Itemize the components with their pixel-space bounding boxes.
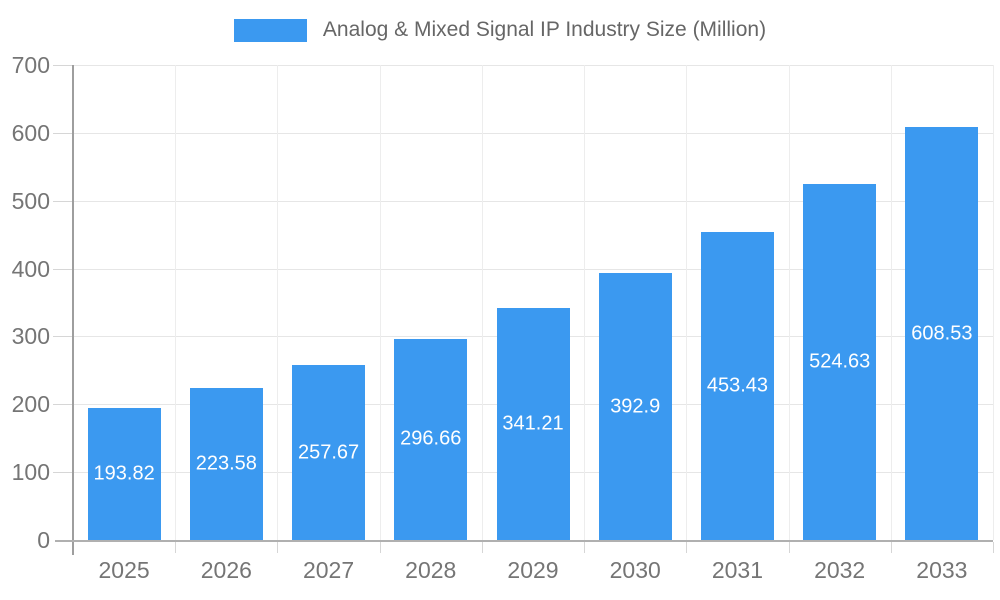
bar[interactable]: 223.58 bbox=[189, 388, 263, 540]
y-axis-label: 100 bbox=[11, 459, 50, 486]
y-axis-label: 300 bbox=[11, 323, 50, 350]
x-gridline bbox=[788, 65, 790, 540]
x-axis-label: 2027 bbox=[302, 557, 355, 583]
y-tick bbox=[53, 65, 73, 66]
x-tick bbox=[686, 542, 688, 553]
bar[interactable]: 257.67 bbox=[292, 365, 366, 540]
y-tick bbox=[53, 200, 73, 202]
y-axis-line bbox=[72, 65, 74, 555]
y-gridline bbox=[73, 200, 993, 202]
legend: Analog & Mixed Signal IP Industry Size (… bbox=[0, 18, 1000, 42]
x-tick bbox=[993, 542, 994, 553]
y-gridline bbox=[73, 132, 993, 134]
x-axis-label: 2033 bbox=[916, 557, 968, 583]
x-gridline bbox=[481, 65, 483, 540]
bar[interactable]: 524.63 bbox=[803, 184, 877, 540]
bar-value-label: 341.21 bbox=[502, 412, 564, 435]
legend-label: Analog & Mixed Signal IP Industry Size (… bbox=[322, 18, 767, 41]
y-axis-label: 400 bbox=[11, 255, 50, 282]
x-axis-label: 2026 bbox=[200, 557, 252, 583]
x-gridline bbox=[890, 65, 892, 540]
x-tick bbox=[584, 542, 586, 553]
x-axis-label: 2025 bbox=[98, 557, 150, 583]
y-axis-label: 700 bbox=[11, 52, 50, 78]
x-gridline bbox=[277, 65, 279, 540]
bar-value-label: 257.67 bbox=[297, 441, 360, 464]
bar-value-label: 453.43 bbox=[706, 374, 769, 397]
x-tick bbox=[788, 542, 790, 553]
x-gridline bbox=[175, 65, 177, 540]
bar[interactable]: 193.82 bbox=[87, 408, 161, 540]
x-axis-label: 2030 bbox=[609, 557, 661, 583]
bar[interactable]: 608.53 bbox=[905, 127, 979, 540]
y-gridline bbox=[73, 65, 993, 66]
y-axis-label: 0 bbox=[37, 527, 50, 553]
x-axis-label: 2032 bbox=[814, 557, 866, 583]
bar-value-label: 524.63 bbox=[809, 350, 871, 373]
x-tick bbox=[277, 542, 279, 553]
bar-value-label: 193.82 bbox=[93, 462, 155, 485]
y-axis-label: 200 bbox=[11, 391, 50, 418]
x-gridline bbox=[993, 65, 994, 540]
y-tick bbox=[53, 132, 73, 134]
bar[interactable]: 341.21 bbox=[496, 308, 570, 540]
x-axis-line bbox=[55, 540, 993, 542]
y-gridline bbox=[73, 268, 993, 270]
x-gridline bbox=[584, 65, 586, 540]
x-axis-label: 2028 bbox=[405, 557, 457, 583]
bar-value-label: 296.66 bbox=[400, 427, 462, 450]
x-gridline bbox=[379, 65, 381, 540]
x-tick bbox=[175, 542, 177, 553]
x-axis-label: 2029 bbox=[507, 557, 559, 583]
bar[interactable]: 453.43 bbox=[700, 232, 774, 540]
y-tick bbox=[53, 268, 73, 270]
x-tick bbox=[379, 542, 381, 553]
x-axis-label: 2031 bbox=[711, 557, 764, 583]
y-axis-label: 500 bbox=[11, 187, 50, 214]
y-axis-label: 600 bbox=[11, 119, 50, 146]
bar[interactable]: 296.66 bbox=[394, 338, 468, 540]
y-tick bbox=[53, 336, 73, 338]
bar[interactable]: 392.9 bbox=[598, 273, 672, 540]
x-tick bbox=[481, 542, 483, 553]
y-tick bbox=[53, 472, 73, 474]
legend-swatch bbox=[233, 18, 307, 42]
bar-value-label: 608.53 bbox=[911, 322, 973, 345]
bar-value-label: 223.58 bbox=[195, 452, 257, 475]
bar-value-label: 392.9 bbox=[610, 395, 661, 418]
x-gridline bbox=[686, 65, 688, 540]
y-tick bbox=[53, 404, 73, 406]
x-tick bbox=[890, 542, 892, 553]
